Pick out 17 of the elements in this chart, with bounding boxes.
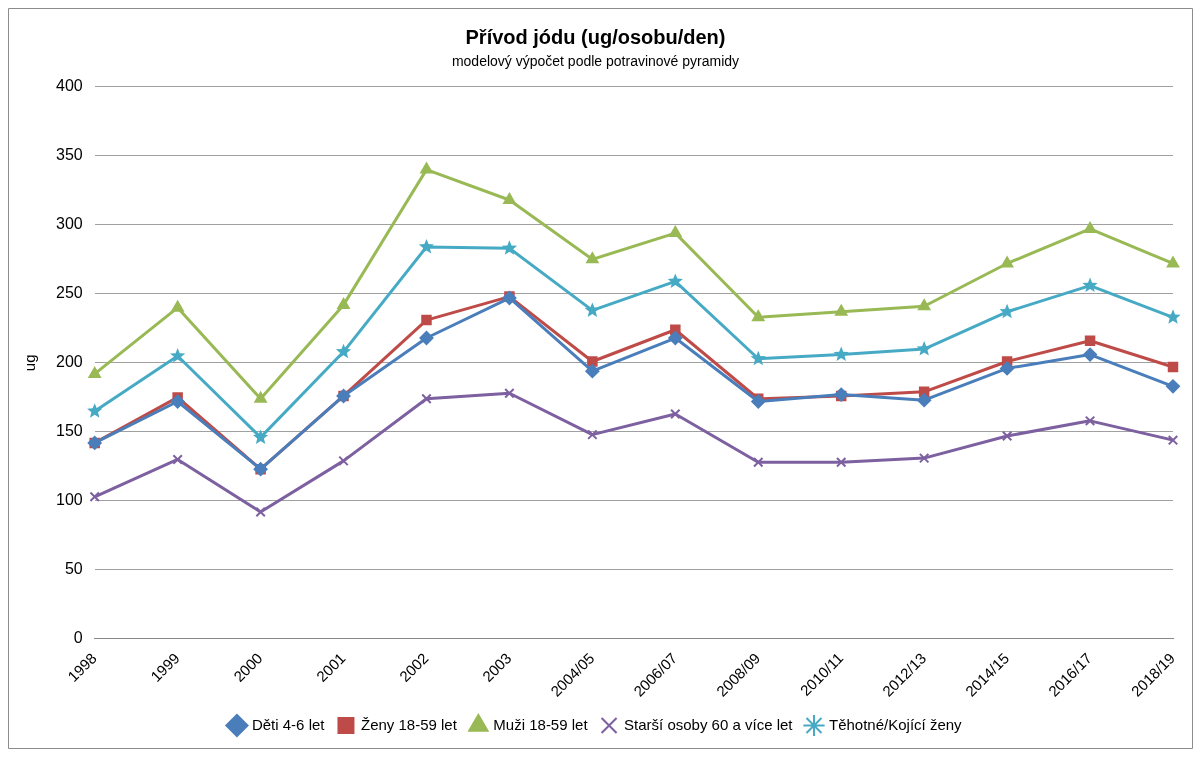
- y-tick-label: 250: [55, 284, 83, 302]
- y-tick-label: 50: [64, 560, 83, 578]
- legend-label: Muži 18-59 let: [493, 715, 589, 733]
- y-tick-label: 100: [55, 491, 83, 509]
- legend-label: Děti 4-6 let: [251, 715, 326, 733]
- y-tick-label: 300: [55, 215, 83, 233]
- chart-subtitle: modelový výpočet podle potravinové pyramidy: [451, 53, 740, 70]
- y-tick-label: 200: [55, 353, 83, 371]
- y-axis-title: ug: [21, 354, 39, 372]
- legend-label: Ženy 18-59 let: [360, 715, 458, 733]
- y-tick-label: 150: [55, 422, 83, 440]
- y-tick-label: 350: [55, 146, 83, 164]
- legend-label: Starší osoby 60 a více let: [624, 715, 794, 733]
- chart-title: Přívod jódu (ug/osobu/den): [465, 25, 726, 48]
- y-tick-label: 0: [73, 629, 83, 647]
- y-tick-label: 400: [55, 77, 83, 95]
- legend-label: Těhotné/Kojící ženy: [828, 715, 963, 733]
